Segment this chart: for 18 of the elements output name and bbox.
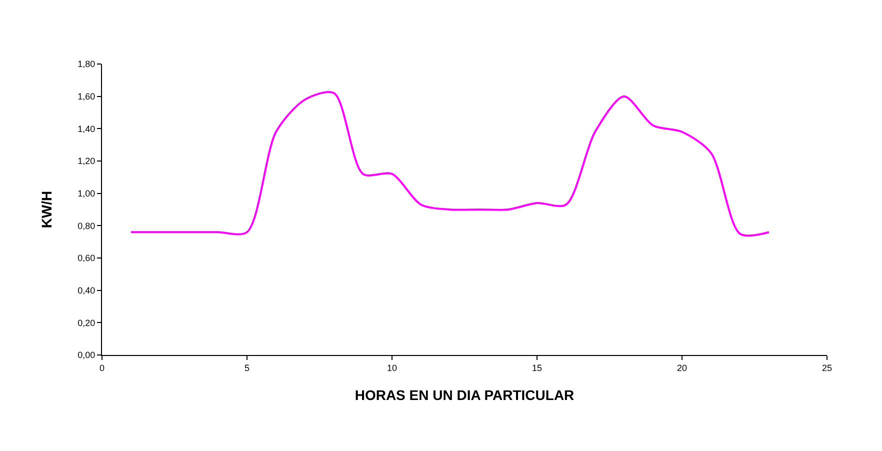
y-tick-label: 1,00 <box>78 188 96 198</box>
x-axis-title: HORAS EN UN DIA PARTICULAR <box>354 387 574 404</box>
x-tick-label: 25 <box>822 362 832 373</box>
x-tick-label: 0 <box>99 362 105 373</box>
y-tick-label: 1,80 <box>78 59 96 70</box>
y-axis-title: KW/H <box>38 190 54 228</box>
y-tick-label: 0,60 <box>78 253 96 264</box>
x-tick-label: 15 <box>532 362 542 373</box>
y-tick-label: 0,40 <box>78 285 96 296</box>
y-tick-label: 1,40 <box>78 124 96 134</box>
x-tick-label: 20 <box>676 362 688 373</box>
x-tick-label: 5 <box>244 362 250 373</box>
y-tick-label: 1,20 <box>78 156 96 166</box>
y-tick-label: 0,20 <box>78 318 96 328</box>
y-tick-label: 0,80 <box>78 220 96 231</box>
x-tick-label: 10 <box>386 362 398 373</box>
y-tick-label: 0,00 <box>78 350 96 360</box>
y-tick-label: 1,60 <box>78 91 96 102</box>
